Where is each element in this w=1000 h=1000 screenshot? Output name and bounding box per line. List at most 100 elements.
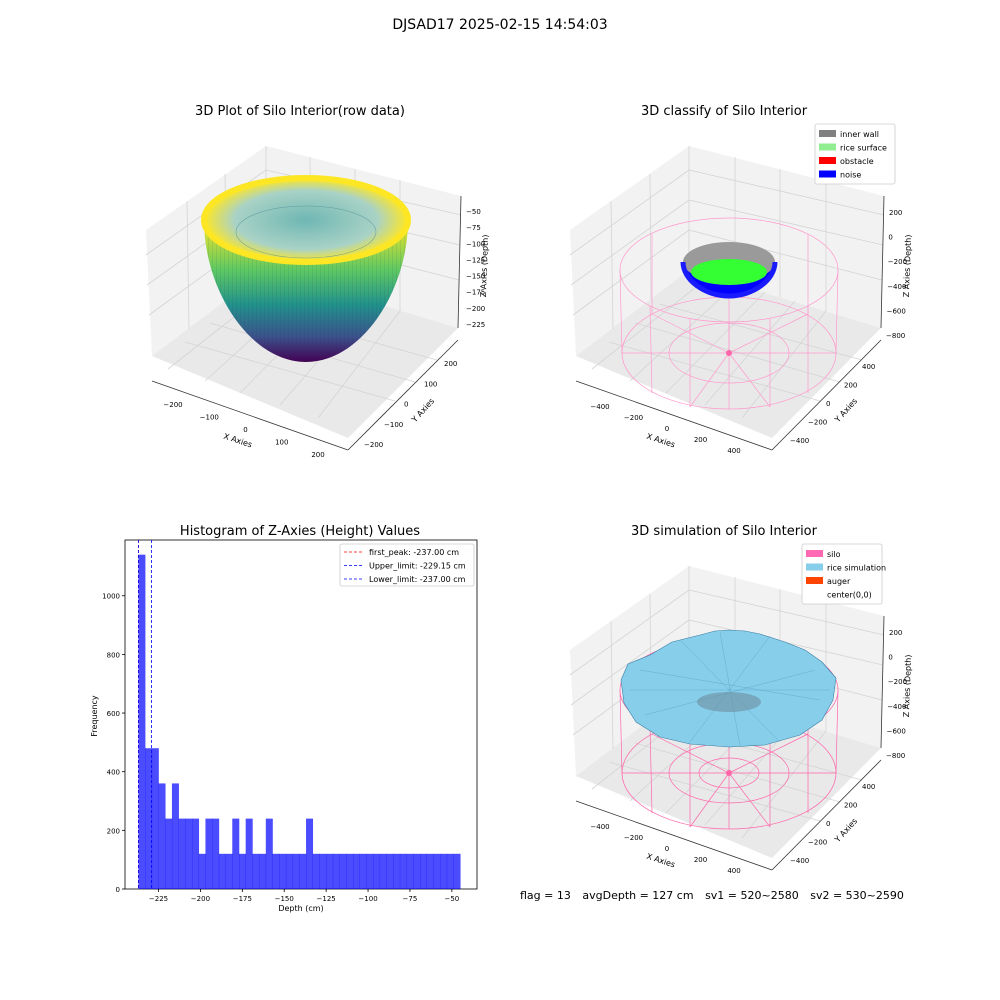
classify-center-marker <box>726 350 732 356</box>
histogram-y-tick-label: 0 <box>116 886 120 894</box>
simulation-rice-mesh <box>630 631 830 747</box>
simulation-z-tick-label: −800 <box>886 752 905 760</box>
histogram-x-tick-label: −175 <box>233 895 252 903</box>
histogram-bar <box>192 818 200 889</box>
simulation-y-axis-label: Y Axies <box>832 817 859 845</box>
raw-x-tick-label: 100 <box>275 439 288 447</box>
raw-y-tick-label: −200 <box>364 441 383 449</box>
histogram-bar <box>386 853 394 889</box>
histogram-bar <box>225 853 233 889</box>
simulation-legend-label: silo <box>827 550 841 559</box>
simulation-y-tick-label: 400 <box>862 783 875 791</box>
classify-legend-swatch <box>819 170 836 178</box>
histogram-legend-label: Lower_limit: -237.00 cm <box>369 575 466 584</box>
classify-x-axis-label: X Axies <box>645 432 676 450</box>
histogram-bar <box>145 748 153 889</box>
histogram-bars <box>138 554 461 889</box>
histogram-legend-frame <box>339 543 475 587</box>
histogram-bar <box>433 853 441 889</box>
simulation-legend-swatch <box>806 563 823 571</box>
raw-z-tick-label: −100 <box>466 240 485 248</box>
raw-z-tick-label: −200 <box>466 305 485 313</box>
histogram-bar <box>178 818 186 889</box>
histogram-bar <box>165 818 173 889</box>
classify-z-tick-label: −800 <box>886 332 905 340</box>
status-sv2: sv2 = 530~2590 <box>810 889 904 902</box>
raw-z-tick-label: −150 <box>466 273 485 281</box>
histogram-bar <box>393 853 401 889</box>
raw-x-tick-label: 0 <box>243 426 247 434</box>
raw-z-tick-label: −125 <box>466 256 485 264</box>
classify-y-tick-label: 200 <box>844 382 857 390</box>
classify-z-tick-label: 0 <box>888 234 892 242</box>
histogram-bar <box>252 853 260 889</box>
simulation-legend-label: auger <box>827 577 851 586</box>
classify-rice-surface-points <box>691 259 767 285</box>
classify-legend-label: obstacle <box>840 157 874 166</box>
histogram-y-tick-label: 400 <box>107 769 120 777</box>
histogram-bar <box>420 853 428 889</box>
simulation-x-axis-label: X Axies <box>645 852 676 870</box>
histogram-bar <box>413 853 421 889</box>
histogram-bar <box>406 853 414 889</box>
classify-x-tick-label: 200 <box>694 436 707 444</box>
histogram-y-tick-label: 600 <box>107 710 120 718</box>
classify-panel-title: 3D classify of Silo Interior <box>640 104 808 119</box>
raw-y-tick-label: −100 <box>384 421 403 429</box>
simulation-x-tick-label: −400 <box>590 823 609 831</box>
histogram-x-tick-label: −200 <box>191 895 210 903</box>
simulation-legend-frame <box>801 543 883 605</box>
histogram-bar <box>373 853 381 889</box>
raw-z-axis-label: Z Axies (Depth) <box>479 234 490 297</box>
classify-y-tick-label: 400 <box>862 363 875 371</box>
raw-y-tick-label: 0 <box>404 401 408 409</box>
raw-3d-axes: −200 −100 0 100 200 −200 −100 0 100 200 −50 −75 −1… <box>145 146 490 459</box>
simulation-z-tick-label: −400 <box>887 703 906 711</box>
simulation-x-tick-label: 200 <box>694 856 707 864</box>
histogram-y-tick-label: 800 <box>107 651 120 659</box>
histogram-bar <box>359 853 367 889</box>
status-avg-depth: avgDepth = 127 cm <box>582 889 694 902</box>
raw-z-tick-label: −50 <box>466 208 481 216</box>
classify-legend-label: inner wall <box>840 130 879 139</box>
classify-x-tick-label: 400 <box>727 447 740 455</box>
histogram-bar <box>279 853 287 889</box>
histogram-bar <box>265 818 273 889</box>
simulation-legend-label: center(0,0) <box>827 591 872 600</box>
simulation-z-tick-label: 0 <box>888 654 892 662</box>
histogram-bar <box>346 853 354 889</box>
classify-y-axis-label: Y Axies <box>832 397 859 425</box>
raw-x-tick-label: −100 <box>200 414 219 422</box>
histogram-bar <box>171 783 179 889</box>
classify-z-tick-label: 200 <box>889 209 902 217</box>
simulation-y-tick-label: −200 <box>808 839 827 847</box>
histogram-bar <box>312 853 320 889</box>
histogram-bar <box>366 853 374 889</box>
classify-legend-label: noise <box>840 171 861 180</box>
classify-z-tick-label: −400 <box>887 283 906 291</box>
raw-z-tick-label: −175 <box>466 289 485 297</box>
histogram-bar <box>285 853 293 889</box>
classify-y-tick-label: −200 <box>808 419 827 427</box>
simulation-center-depression <box>697 692 761 712</box>
status-sv1: sv1 = 520~2580 <box>705 889 799 902</box>
histogram-bar <box>151 748 159 889</box>
simulation-y-tick-label: 200 <box>844 802 857 810</box>
raw-y-tick-label: 200 <box>444 360 457 368</box>
classify-x-tick-label: 0 <box>665 425 669 433</box>
simulation-x-tick-label: 0 <box>665 845 669 853</box>
simulation-legend-swatch <box>806 577 823 584</box>
simulation-x-tick-label: −200 <box>624 834 643 842</box>
raw-z-tick-label: −75 <box>466 224 481 232</box>
histogram-bar <box>158 783 166 889</box>
simulation-panel-title: 3D simulation of Silo Interior <box>631 524 817 539</box>
histogram-x-tick-label: −75 <box>403 895 418 903</box>
classify-z-axis-label: Z Axies (Depth) <box>902 234 913 297</box>
simulation-legend-swatch <box>806 550 823 557</box>
simulation-center-marker <box>726 770 732 776</box>
simulation-y-tick-label: 0 <box>826 820 830 828</box>
histogram-bar <box>205 818 213 889</box>
classify-x-tick-label: −400 <box>590 403 609 411</box>
simulation-z-tick-label: 200 <box>889 629 902 637</box>
histogram-x-axis-label: Depth (cm) <box>278 904 323 913</box>
